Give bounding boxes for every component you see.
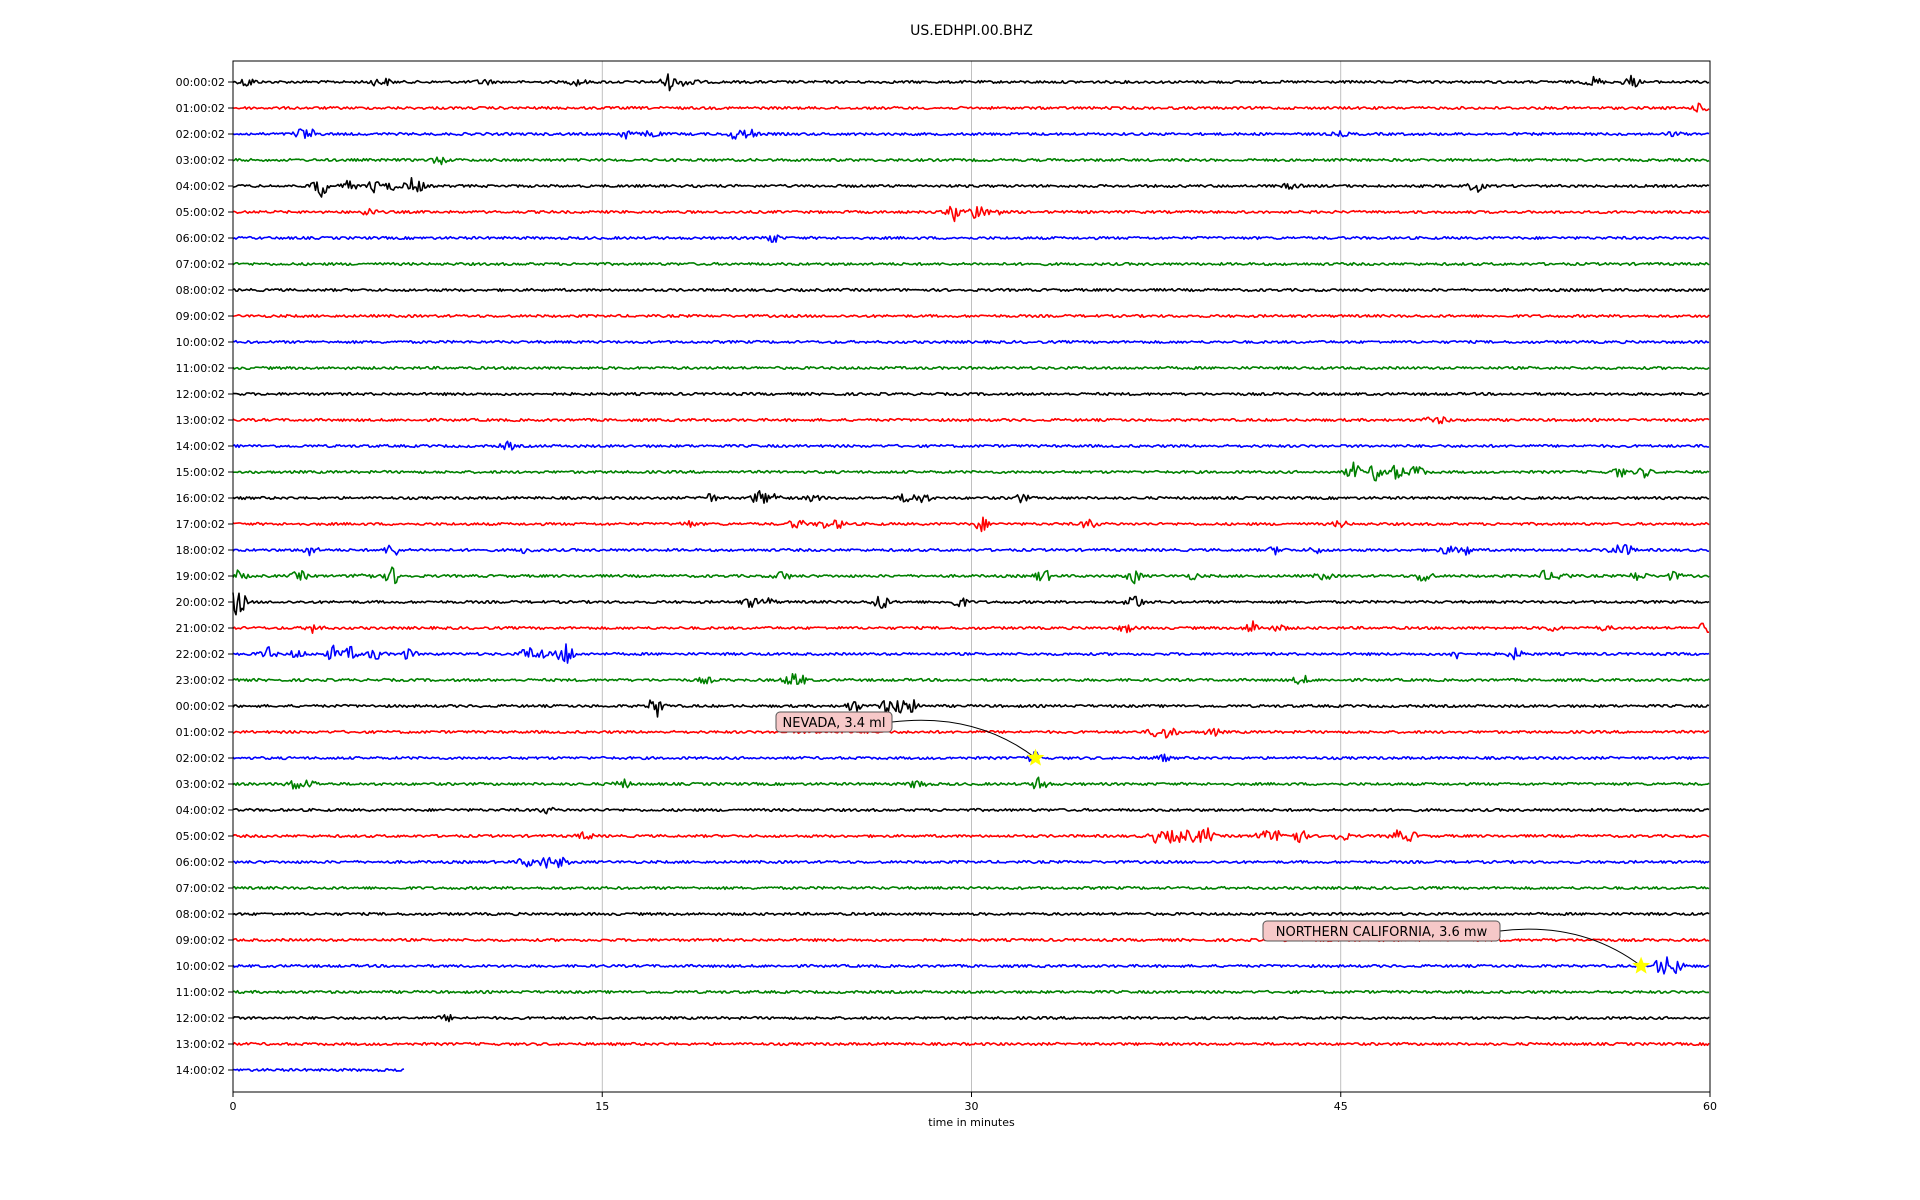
annotation-label: NORTHERN CALIFORNIA, 3.6 mw — [1276, 925, 1488, 940]
y-tick-label: 13:00:02 — [176, 1038, 225, 1051]
trace-row — [232, 156, 1710, 166]
x-tick-label: 0 — [230, 1100, 237, 1113]
annotations: NEVADA, 3.4 ml NORTHERN CALIFORNIA, 3.6 m… — [775, 711, 1650, 974]
y-tick-label: 05:00:02 — [176, 206, 225, 219]
y-tick-label: 01:00:02 — [176, 102, 225, 115]
trace-row — [232, 73, 1710, 92]
x-tick-label: 30 — [965, 1100, 979, 1113]
x-tick-label: 15 — [595, 1100, 609, 1113]
y-tick-label: 06:00:02 — [176, 856, 225, 869]
trace-row — [232, 699, 1710, 718]
y-tick-label: 14:00:02 — [176, 440, 225, 453]
plot-frame — [232, 60, 1711, 1093]
annotation-connector — [1499, 928, 1642, 967]
annotation-label: NEVADA, 3.4 ml — [783, 716, 886, 731]
trace-row — [232, 1067, 405, 1073]
y-tick-label: 08:00:02 — [176, 908, 225, 921]
y-tick-label: 02:00:02 — [176, 752, 225, 765]
y-tick-label: 00:00:02 — [176, 76, 225, 89]
y-tick-label: 03:00:02 — [176, 778, 225, 791]
trace-row — [233, 102, 1710, 113]
x-ticks: 0 15 30 45 60 — [230, 1092, 1717, 1113]
trace-row — [232, 416, 1710, 425]
y-tick-label: 13:00:02 — [176, 414, 225, 427]
y-tick-label: 05:00:02 — [176, 830, 225, 843]
x-tick-label: 45 — [1334, 1100, 1348, 1113]
y-tick-label: 21:00:02 — [176, 622, 225, 635]
y-tick-label: 09:00:02 — [176, 310, 225, 323]
trace-row — [232, 673, 1710, 685]
y-tick-label: 12:00:02 — [176, 388, 225, 401]
chart-title: US.EDHPI.00.BHZ — [910, 23, 1033, 39]
trace-row — [232, 261, 1710, 267]
annotation-box — [775, 711, 893, 733]
trace-row — [232, 1041, 1710, 1047]
y-tick-label: 19:00:02 — [176, 570, 225, 583]
trace-row — [232, 856, 1710, 869]
annotation-box — [1262, 920, 1501, 942]
trace-row — [232, 776, 1710, 790]
y-tick-label: 22:00:02 — [176, 648, 225, 661]
trace-row — [232, 365, 1710, 371]
y-tick-label: 09:00:02 — [176, 934, 225, 947]
y-tick-label: 10:00:02 — [176, 336, 225, 349]
y-tick-labels: 00:00:02 01:00:02 02:00:02 03:00:02 04:00:02… — [176, 76, 233, 1077]
trace-row — [232, 1014, 1710, 1023]
x-axis-label: time in minutes — [928, 1116, 1015, 1129]
trace-row — [232, 885, 1710, 891]
y-tick-label: 04:00:02 — [176, 180, 225, 193]
event-star-marker — [1632, 956, 1650, 974]
y-tick-label: 02:00:02 — [176, 128, 225, 141]
y-tick-label: 07:00:02 — [176, 258, 225, 271]
y-tick-label: 15:00:02 — [176, 466, 225, 479]
trace-row — [232, 287, 1710, 293]
y-tick-label: 11:00:02 — [176, 986, 225, 999]
trace-row — [232, 806, 1710, 815]
trace-row — [232, 339, 1710, 345]
trace-row — [232, 177, 1710, 198]
y-tick-label: 11:00:02 — [176, 362, 225, 375]
y-tick-label: 07:00:02 — [176, 882, 225, 895]
trace-row — [232, 440, 1710, 451]
y-tick-label: 20:00:02 — [176, 596, 225, 609]
y-tick-label: 16:00:02 — [176, 492, 225, 505]
annotation-connector — [891, 719, 1036, 759]
y-tick-label: 18:00:02 — [176, 544, 225, 557]
x-tick-label: 60 — [1703, 1100, 1717, 1113]
trace-row — [232, 313, 1710, 319]
trace-row — [232, 205, 1710, 223]
trace-row — [232, 592, 1710, 616]
trace-row — [232, 956, 1710, 975]
y-tick-label: 23:00:02 — [176, 674, 225, 687]
trace-row — [232, 516, 1710, 533]
trace-row — [232, 234, 1710, 243]
y-tick-label: 14:00:02 — [176, 1064, 225, 1077]
trace-row — [232, 751, 1710, 764]
y-tick-label: 00:00:02 — [176, 700, 225, 713]
trace-row — [232, 911, 1710, 917]
y-tick-label: 08:00:02 — [176, 284, 225, 297]
trace-row — [232, 461, 1710, 482]
trace-group — [232, 73, 1710, 1073]
trace-row — [232, 620, 1709, 634]
y-tick-label: 06:00:02 — [176, 232, 225, 245]
trace-row — [232, 128, 1710, 140]
y-tick-label: 17:00:02 — [176, 518, 225, 531]
y-tick-label: 03:00:02 — [176, 154, 225, 167]
y-tick-label: 12:00:02 — [176, 1012, 225, 1025]
y-tick-label: 01:00:02 — [176, 726, 225, 739]
trace-row — [232, 566, 1710, 585]
trace-row — [232, 827, 1710, 844]
trace-row — [232, 490, 1710, 504]
event-star-marker — [1026, 748, 1045, 766]
trace-row — [233, 989, 1710, 995]
y-tick-label: 10:00:02 — [176, 960, 225, 973]
y-tick-label: 04:00:02 — [176, 804, 225, 817]
trace-row — [232, 643, 1710, 664]
trace-row — [232, 543, 1710, 557]
trace-row — [232, 727, 1710, 739]
trace-row — [232, 391, 1710, 397]
